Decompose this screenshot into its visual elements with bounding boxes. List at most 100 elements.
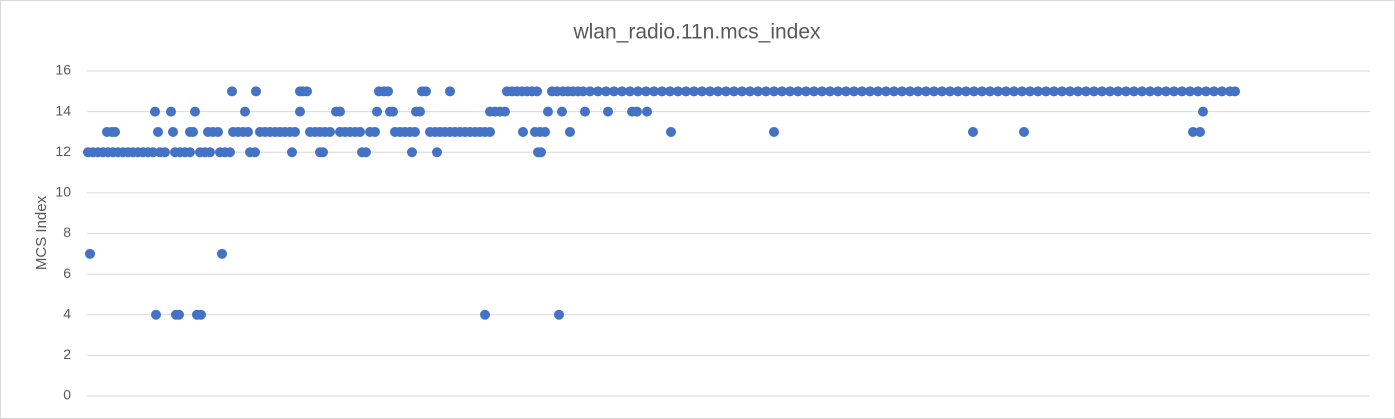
point [1057, 86, 1067, 97]
point [217, 248, 227, 259]
point [543, 106, 553, 117]
point [325, 126, 335, 137]
point [705, 86, 715, 97]
point [190, 106, 200, 117]
point [287, 147, 297, 158]
point [632, 106, 642, 117]
point [921, 86, 931, 97]
point [993, 86, 1003, 97]
point [641, 86, 651, 97]
point [681, 86, 691, 97]
point [777, 86, 787, 97]
point [578, 86, 588, 97]
point [148, 147, 158, 158]
point [166, 106, 176, 117]
point [383, 86, 393, 97]
point [666, 126, 676, 137]
point [1195, 126, 1205, 137]
point [480, 309, 490, 320]
point [355, 126, 365, 137]
point [969, 86, 979, 97]
point [188, 126, 198, 137]
point [825, 86, 835, 97]
point [1105, 86, 1115, 97]
point [1129, 86, 1139, 97]
point [240, 106, 250, 117]
point [150, 106, 160, 117]
point [649, 86, 659, 97]
point [153, 126, 163, 137]
y-tick-label: 14 [55, 102, 71, 118]
point [205, 147, 215, 158]
point [1153, 86, 1163, 97]
point [335, 106, 345, 117]
point [961, 86, 971, 97]
point [785, 86, 795, 97]
point [580, 106, 590, 117]
y-tick-label: 4 [63, 305, 71, 321]
point [518, 126, 528, 137]
point [1198, 106, 1208, 117]
y-axis-label: MCS Index [33, 195, 50, 270]
point [937, 86, 947, 97]
point [833, 86, 843, 97]
point [372, 106, 382, 117]
point [873, 86, 883, 97]
point [1209, 86, 1219, 97]
point [753, 86, 763, 97]
point [151, 309, 161, 320]
point [953, 86, 963, 97]
y-tick-label: 2 [63, 346, 71, 362]
point [849, 86, 859, 97]
point [1185, 86, 1195, 97]
y-tick-label: 8 [63, 224, 71, 240]
point [801, 86, 811, 97]
point [697, 86, 707, 97]
point [841, 86, 851, 97]
point [361, 147, 371, 158]
point [485, 126, 495, 137]
point [745, 86, 755, 97]
point [1201, 86, 1211, 97]
point [665, 86, 675, 97]
point [174, 309, 184, 320]
point [897, 86, 907, 97]
y-tick-label: 12 [55, 143, 71, 159]
point [85, 248, 95, 259]
point [1217, 86, 1227, 97]
point [1025, 86, 1035, 97]
point [793, 86, 803, 97]
point [295, 106, 305, 117]
point [1019, 126, 1029, 137]
point [968, 126, 978, 137]
point [633, 86, 643, 97]
point [243, 126, 253, 137]
point [1073, 86, 1083, 97]
y-tick-label: 16 [55, 62, 71, 78]
point [689, 86, 699, 97]
y-tick-label: 0 [63, 387, 71, 403]
point [1041, 86, 1051, 97]
point [1169, 86, 1179, 97]
point [1065, 86, 1075, 97]
point [721, 86, 731, 97]
point [929, 86, 939, 97]
point [1145, 86, 1155, 97]
point [160, 147, 170, 158]
point [625, 86, 635, 97]
point [1230, 86, 1240, 97]
point [213, 126, 223, 137]
point [1193, 86, 1203, 97]
point [761, 86, 771, 97]
point [817, 86, 827, 97]
point [1009, 86, 1019, 97]
point [913, 86, 923, 97]
point [1089, 86, 1099, 97]
point [1001, 86, 1011, 97]
point [881, 86, 891, 97]
point [554, 309, 564, 320]
point [945, 86, 955, 97]
point [290, 126, 300, 137]
